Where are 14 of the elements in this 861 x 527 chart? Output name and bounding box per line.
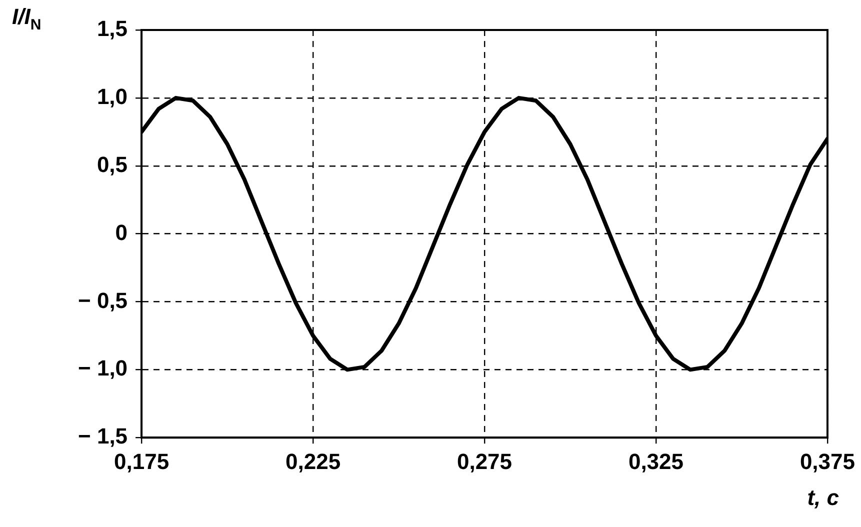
y-tick-label: − 1,0	[78, 356, 128, 381]
y-tick-label: − 0,5	[78, 288, 128, 313]
x-tick-label: 0,275	[456, 448, 512, 474]
x-axis-title: t, c	[807, 485, 839, 511]
y-tick-label: 1,0	[96, 84, 128, 109]
x-tick-label: 0,325	[628, 448, 684, 474]
x-tick-label: 0,225	[285, 448, 341, 474]
x-tick-label: 0,375	[800, 448, 856, 474]
y-tick-label: 1,5	[96, 16, 128, 42]
y-axis-title: I/I$_{N}$	[12, 4, 42, 34]
y-tick-label: 0	[115, 220, 128, 245]
x-tick-label: 0,175	[114, 448, 170, 474]
y-tick-label: 0,5	[96, 152, 128, 177]
y-tick-label: − 1,5	[78, 424, 128, 449]
